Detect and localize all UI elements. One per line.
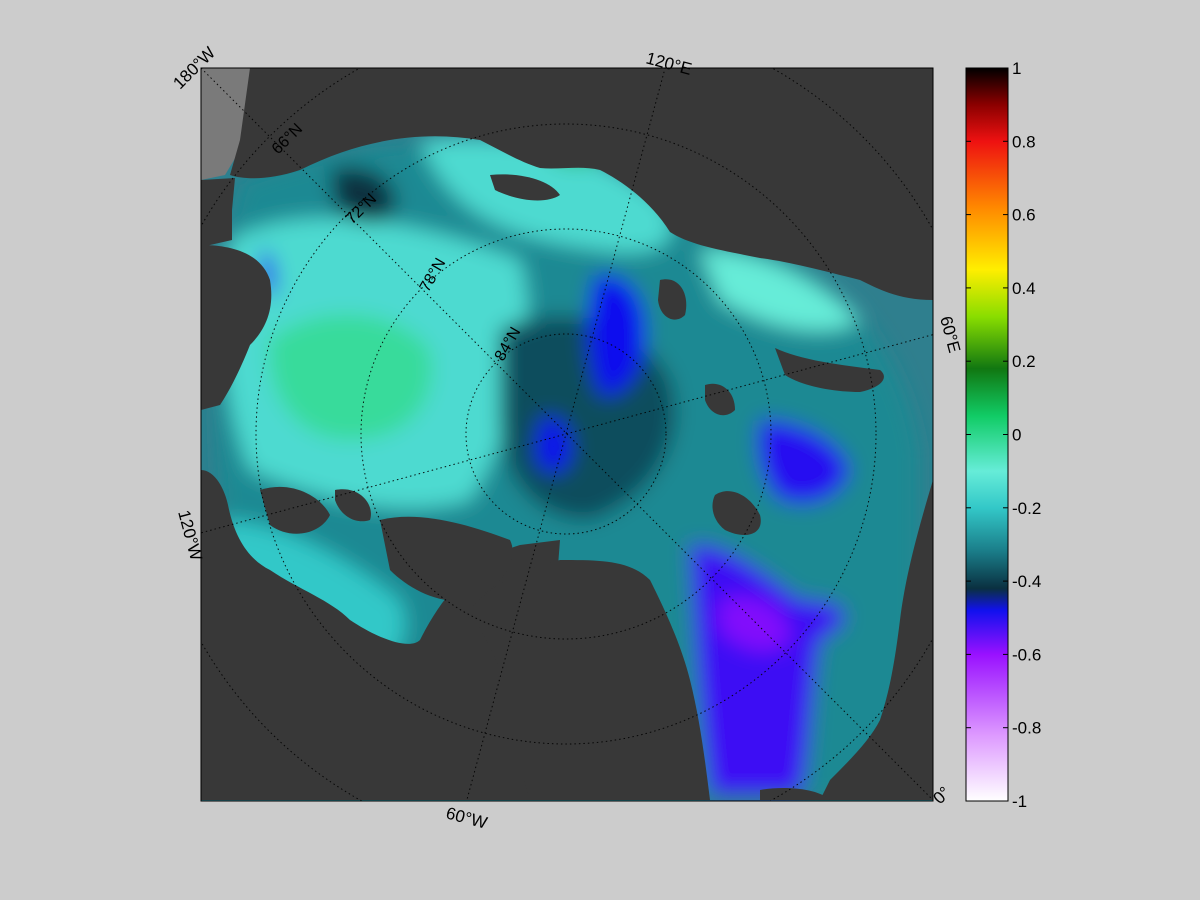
colorbar-tick-label: -0.2 <box>1012 499 1041 518</box>
land-svalbard <box>712 491 761 535</box>
land-canada-arctic <box>201 470 560 800</box>
colorbar: 1 0.8 0.6 0.4 0.2 0 -0.2 -0.4 -0.6 -0.8 -1 <box>965 59 1041 811</box>
colorbar-tick-label: 0.2 <box>1012 352 1036 371</box>
land-layer <box>201 68 933 800</box>
sea-ice-map <box>201 68 933 801</box>
parallel-78n <box>360 228 772 640</box>
land-chukotka <box>201 178 235 250</box>
colorbar-tick-label: 0.6 <box>1012 206 1036 225</box>
colorbar-tick-label: -0.4 <box>1012 572 1041 591</box>
colorbar-tick-label: -0.8 <box>1012 719 1041 738</box>
graticule <box>201 68 933 801</box>
land-archipelago-island-b <box>335 489 371 522</box>
colorbar-ticks: 1 0.8 0.6 0.4 0.2 0 -0.2 -0.4 -0.6 -0.8 -1 <box>966 59 1041 811</box>
land-ellesmere <box>380 516 513 601</box>
land-mask-alaska <box>201 68 260 180</box>
land-novaya-zemlya <box>775 348 884 392</box>
colorbar-tick-label: -0.6 <box>1012 645 1041 664</box>
field-patch-pole-blue <box>535 417 571 473</box>
edge-label-60w: 60°W <box>444 804 489 833</box>
colorbar-tick-label: -1 <box>1012 792 1027 811</box>
field-patch-kara-light <box>700 250 860 331</box>
parallel-72n <box>255 123 877 745</box>
colorbar-tick-label: 0.4 <box>1012 279 1036 298</box>
land-alaska <box>201 245 272 410</box>
land-greenland <box>470 560 710 800</box>
parallel-84n <box>465 333 667 535</box>
field-patch-beaufort-green <box>269 314 432 440</box>
edge-label-60e: 60°E <box>936 314 964 355</box>
land-scandinavia <box>820 480 933 800</box>
colorbar-gradient <box>965 67 1009 802</box>
colorbar-tick-label: 1 <box>1012 59 1021 78</box>
land-iceland <box>760 788 830 800</box>
field-patch-ne-blue <box>588 274 646 396</box>
land-severnaya-zemlya <box>658 279 687 320</box>
colorbar-tick-label: 0.8 <box>1012 132 1036 151</box>
field-patch-barents-blue <box>758 420 850 504</box>
land-archipelago-island-a <box>260 486 330 534</box>
land-new-siberian-islands <box>490 174 560 201</box>
colorbar-tick-label: 0 <box>1012 426 1021 445</box>
field-patch-chukchi-dark <box>330 167 396 223</box>
land-siberia <box>230 68 933 300</box>
field-patch-greenland-sea-violet <box>720 597 790 651</box>
land-franz-josef <box>705 383 735 416</box>
map-border <box>200 67 934 802</box>
